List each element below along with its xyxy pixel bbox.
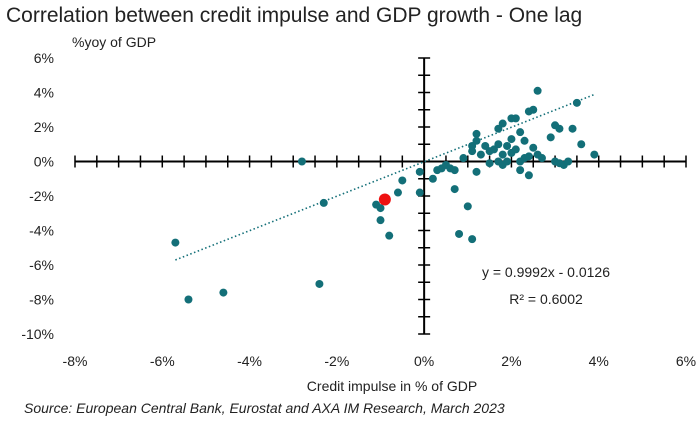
y-tick-label: 6% [34,50,54,66]
x-tick-label: -2% [324,353,349,369]
data-point [472,129,481,138]
y-tick-label: -6% [29,257,54,273]
data-point [533,86,542,95]
data-point [511,145,520,154]
data-point [524,171,533,180]
y-tick-label: 2% [34,119,54,135]
highlight-point [378,193,391,206]
data-point [507,135,516,144]
data-point [468,147,477,156]
data-point [537,154,546,163]
x-axis-title: Credit impulse in % of GDP [307,378,477,394]
data-point [472,136,481,145]
x-tick-label: 6% [676,353,696,369]
y-tick-label: 4% [34,85,54,101]
x-tick-label: 4% [589,353,609,369]
trendline [175,93,595,261]
data-point [520,136,529,145]
data-point [511,114,520,123]
data-point [376,216,385,225]
data-point [376,204,385,213]
x-tick-label: -6% [150,353,175,369]
data-point [529,105,538,114]
y-tick-label: -2% [29,188,54,204]
x-tick-label: -8% [63,353,88,369]
data-point [450,166,459,175]
data-point [476,150,485,159]
data-point [463,202,472,211]
data-point [494,140,503,149]
data-point [516,166,525,175]
y-tick-label: -8% [29,292,54,308]
data-point [546,133,555,142]
x-tick-label: 0% [414,353,434,369]
data-point [568,124,577,133]
data-point [524,152,533,161]
trendline-equation: y = 0.9992x - 0.0126 [482,264,610,280]
data-point [572,98,581,107]
data-point [415,167,424,176]
data-point [516,128,525,137]
trendline-r2: R² = 0.6002 [509,291,583,307]
data-point [564,157,573,166]
data-point [459,154,468,163]
data-point [385,231,394,240]
data-point [319,198,328,207]
data-point [398,176,407,185]
chart-title: Correlation between credit impulse and G… [6,4,583,27]
data-point [415,188,424,197]
data-point [590,150,599,159]
data-point [184,295,193,304]
data-point [455,229,464,238]
data-point [503,141,512,150]
data-point [428,174,437,183]
data-point [171,238,180,247]
data-point [450,185,459,194]
data-point [577,140,586,149]
data-point [529,143,538,152]
data-point [468,235,477,244]
source-note: Source: European Central Bank, Eurostat … [24,400,505,416]
data-point [485,159,494,168]
data-point [503,157,512,166]
data-point [315,279,324,288]
data-point [219,288,228,297]
data-point [555,124,564,133]
x-tick-label: -4% [237,353,262,369]
data-point [297,157,306,166]
data-point [393,188,402,197]
data-point [472,167,481,176]
x-tick-label: 2% [501,353,521,369]
y-tick-label: 0% [34,154,54,170]
y-axis-title: %yoy of GDP [72,34,156,50]
data-point [498,119,507,128]
data-point [498,150,507,159]
y-tick-label: -10% [21,326,54,342]
y-tick-label: -4% [29,223,54,239]
